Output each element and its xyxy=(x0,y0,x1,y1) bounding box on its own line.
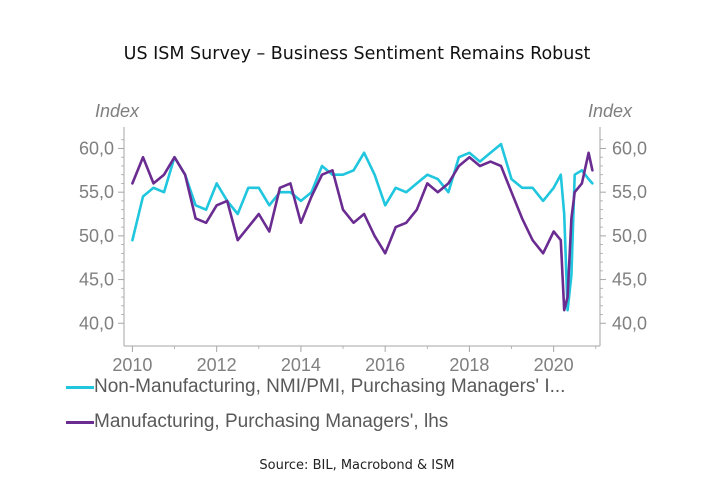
x-tick-label: 2016 xyxy=(365,355,405,375)
legend-item-manufacturing: Manufacturing, Purchasing Managers', lhs xyxy=(66,409,448,435)
right-y-tick-label: 60,0 xyxy=(612,138,647,158)
legend-label-manufacturing: Manufacturing, Purchasing Managers', lhs xyxy=(94,411,449,432)
right-y-tick-label: 45,0 xyxy=(612,270,647,290)
legend-swatch-manufacturing xyxy=(66,420,94,424)
x-tick-label: 2014 xyxy=(281,355,321,375)
legend-swatch-non-manufacturing xyxy=(66,385,94,389)
right-y-tick-label: 50,0 xyxy=(612,226,647,246)
x-tick-label: 2010 xyxy=(112,355,152,375)
left-y-tick-label: 55,0 xyxy=(79,182,114,202)
right-y-tick-label: 40,0 xyxy=(612,313,647,333)
x-tick-label: 2018 xyxy=(449,355,489,375)
source-note: Source: BIL, Macrobond & ISM xyxy=(259,458,455,473)
left-y-tick-label: 45,0 xyxy=(79,270,114,290)
legend-item-non-manufacturing: Non-Manufacturing, NMI/PMI, Purchasing M… xyxy=(66,374,565,400)
right-axis-unit: Index xyxy=(587,101,632,121)
chart-title: US ISM Survey – Business Sentiment Remai… xyxy=(123,44,591,64)
left-y-tick-label: 60,0 xyxy=(79,138,114,158)
right-y-tick-label: 55,0 xyxy=(612,182,647,202)
legend-label-non-manufacturing: Non-Manufacturing, NMI/PMI, Purchasing M… xyxy=(94,376,566,397)
left-y-tick-label: 50,0 xyxy=(79,226,114,246)
x-tick-label: 2012 xyxy=(197,355,237,375)
left-y-tick-label: 40,0 xyxy=(79,313,114,333)
left-axis-unit: Index xyxy=(95,101,140,121)
series-line-manufacturing xyxy=(131,151,594,312)
series-line-non-manufacturing xyxy=(131,142,594,312)
x-tick-label: 2020 xyxy=(534,355,574,375)
